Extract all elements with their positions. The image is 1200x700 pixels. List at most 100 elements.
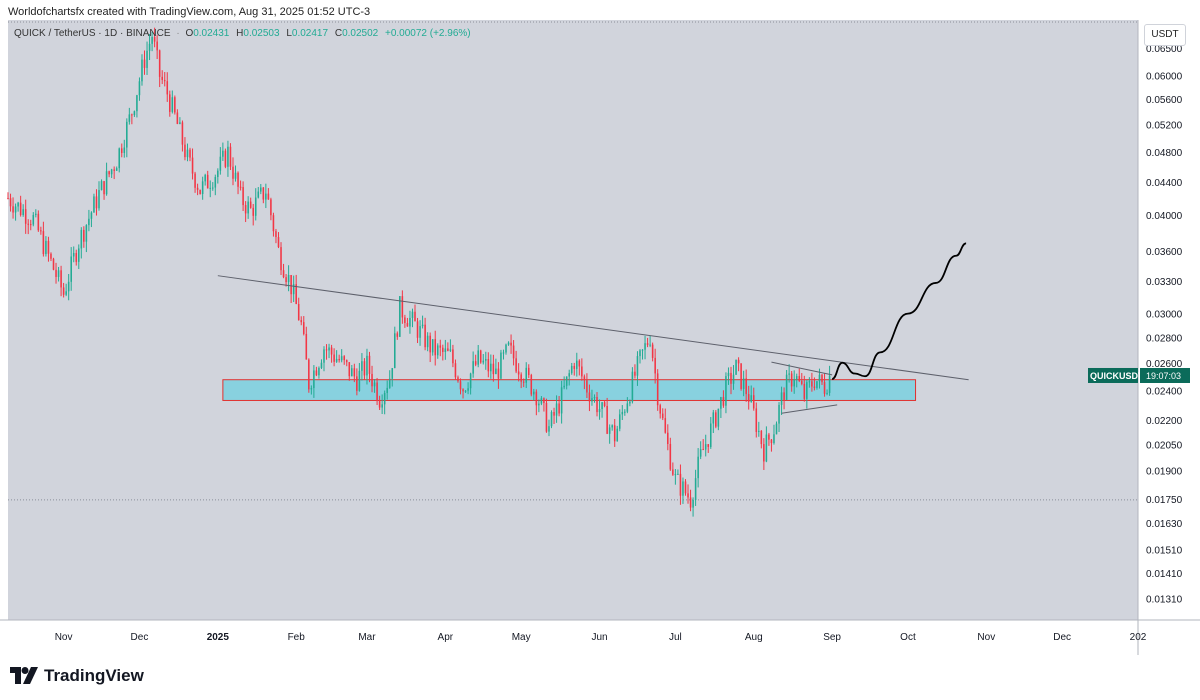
candle-body: [502, 352, 505, 354]
candle-body: [800, 380, 803, 384]
candle-body: [335, 358, 338, 362]
candle: [462, 388, 464, 399]
candle-body: [538, 403, 540, 406]
candle-body: [679, 473, 682, 496]
candle: [722, 390, 725, 408]
candle-body: [292, 284, 295, 295]
candle-body: [396, 333, 399, 337]
candle: [510, 334, 512, 354]
candle: [333, 348, 335, 367]
candle-body: [267, 193, 270, 200]
candle-body: [459, 381, 462, 390]
price-chart[interactable]: 0.06500 0.06000 0.05600 0.05200 0.04800 0.044…: [0, 20, 1200, 655]
candle-body: [131, 114, 133, 116]
candle-body: [472, 361, 474, 374]
candle-body: [313, 370, 315, 389]
candle: [704, 434, 707, 457]
candle: [808, 377, 811, 388]
candle-body: [467, 388, 469, 391]
tradingview-logo[interactable]: TradingView: [10, 666, 144, 686]
candle: [340, 349, 343, 363]
candle-body: [9, 198, 12, 207]
time-tick-label: Sep: [823, 632, 841, 643]
candle: [742, 370, 745, 397]
candle-body: [447, 348, 449, 351]
candle-body: [95, 196, 98, 209]
price-tick-label: 0.02200: [1146, 416, 1183, 427]
candle-body: [732, 374, 735, 384]
candle-body: [282, 270, 285, 278]
candle: [105, 162, 108, 196]
candle: [189, 147, 191, 162]
candle-body: [560, 387, 563, 414]
candle: [214, 174, 217, 196]
candle: [674, 469, 677, 485]
price-tick-label: 0.02800: [1146, 333, 1183, 344]
candle: [601, 401, 603, 418]
candle-body: [115, 168, 118, 171]
candle: [737, 357, 740, 372]
candle-body: [563, 385, 565, 388]
candle: [393, 326, 396, 369]
candle-body: [277, 237, 280, 248]
candle: [826, 389, 828, 396]
candle: [631, 367, 634, 404]
candle-body: [14, 206, 17, 213]
candle: [424, 317, 426, 351]
candle: [538, 399, 540, 413]
candle-body: [421, 324, 424, 327]
time-tick-label: Jul: [669, 632, 682, 643]
candle-body: [485, 359, 487, 361]
candle: [525, 362, 528, 389]
candle: [206, 170, 209, 189]
candle-body: [770, 439, 773, 444]
candle-body: [505, 344, 507, 353]
candle-body: [199, 189, 201, 194]
chart-area[interactable]: 0.06500 0.06000 0.05600 0.05200 0.04800 0.044…: [0, 20, 1200, 655]
candle-body: [573, 365, 576, 369]
candle-body: [639, 350, 641, 357]
candle: [325, 344, 328, 360]
candle: [790, 370, 793, 392]
candle-body: [611, 425, 613, 428]
candle: [702, 439, 704, 451]
candle: [128, 107, 131, 125]
candle-body: [181, 122, 184, 145]
candle-body: [469, 373, 472, 389]
candle-body: [442, 347, 444, 353]
candle-body: [583, 376, 586, 381]
candle: [490, 354, 492, 379]
candle-body: [722, 397, 725, 406]
symbol-label: QUICK / TetherUS · 1D · BINANCE: [14, 28, 171, 39]
candle-body: [492, 363, 495, 375]
candle-body: [196, 187, 199, 190]
candle-body: [113, 169, 115, 171]
candle: [543, 397, 545, 412]
candle: [560, 380, 563, 424]
candle-body: [176, 112, 179, 124]
currency-button[interactable]: USDT: [1144, 24, 1186, 46]
price-tick-label: 0.04800: [1146, 148, 1183, 159]
candle: [267, 188, 270, 200]
candle: [816, 381, 818, 390]
candle-body: [730, 372, 732, 384]
candle: [282, 263, 285, 279]
candle-body: [692, 500, 694, 508]
chart-credit: Worldofchartsfx created with TradingView…: [8, 6, 371, 18]
candle: [507, 341, 510, 346]
candle-body: [616, 428, 619, 442]
candle-body: [285, 277, 287, 283]
candle: [727, 367, 730, 385]
countdown-tag: 19:07:03: [1146, 371, 1181, 381]
candle-body: [393, 333, 396, 369]
candle-body: [45, 240, 47, 255]
candle-body: [206, 174, 209, 189]
candle-body: [143, 59, 146, 68]
candle: [661, 408, 664, 421]
candle: [351, 364, 353, 377]
candle-body: [707, 444, 710, 447]
candle-body: [717, 408, 720, 427]
candle: [641, 349, 644, 360]
candle-body: [388, 378, 391, 388]
candle-body: [19, 202, 22, 215]
